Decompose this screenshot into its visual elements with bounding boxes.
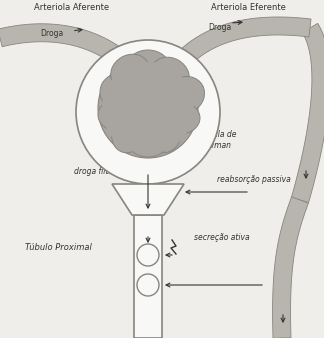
Text: Arteriola Aferente: Arteriola Aferente <box>34 3 110 13</box>
Text: droga filtrada: droga filtrada <box>74 168 126 176</box>
Text: Droga: Droga <box>40 29 64 39</box>
Circle shape <box>137 274 159 296</box>
Circle shape <box>76 40 220 184</box>
Circle shape <box>102 62 194 154</box>
Text: Arteriola Eferente: Arteriola Eferente <box>211 3 285 13</box>
Ellipse shape <box>149 117 181 153</box>
Ellipse shape <box>112 117 144 153</box>
Text: Glomérulo: Glomérulo <box>148 112 192 121</box>
Polygon shape <box>272 197 308 338</box>
Text: Droga: Droga <box>208 23 232 31</box>
Polygon shape <box>291 23 324 202</box>
Ellipse shape <box>100 74 136 110</box>
Text: Cápsula de
Bowman: Cápsula de Bowman <box>194 130 236 150</box>
Ellipse shape <box>160 102 200 134</box>
Text: reabsorção passiva: reabsorção passiva <box>217 175 291 185</box>
Circle shape <box>98 58 198 158</box>
Text: Túbulo Proximal: Túbulo Proximal <box>25 243 91 252</box>
Polygon shape <box>112 184 184 215</box>
Polygon shape <box>0 24 134 72</box>
Circle shape <box>137 244 159 266</box>
Ellipse shape <box>166 76 204 114</box>
Ellipse shape <box>98 99 138 131</box>
Polygon shape <box>171 17 311 71</box>
Ellipse shape <box>126 50 170 86</box>
Ellipse shape <box>111 54 149 90</box>
Text: secreção ativa: secreção ativa <box>194 234 250 242</box>
Ellipse shape <box>128 127 168 157</box>
Ellipse shape <box>151 57 189 93</box>
Polygon shape <box>134 215 162 338</box>
